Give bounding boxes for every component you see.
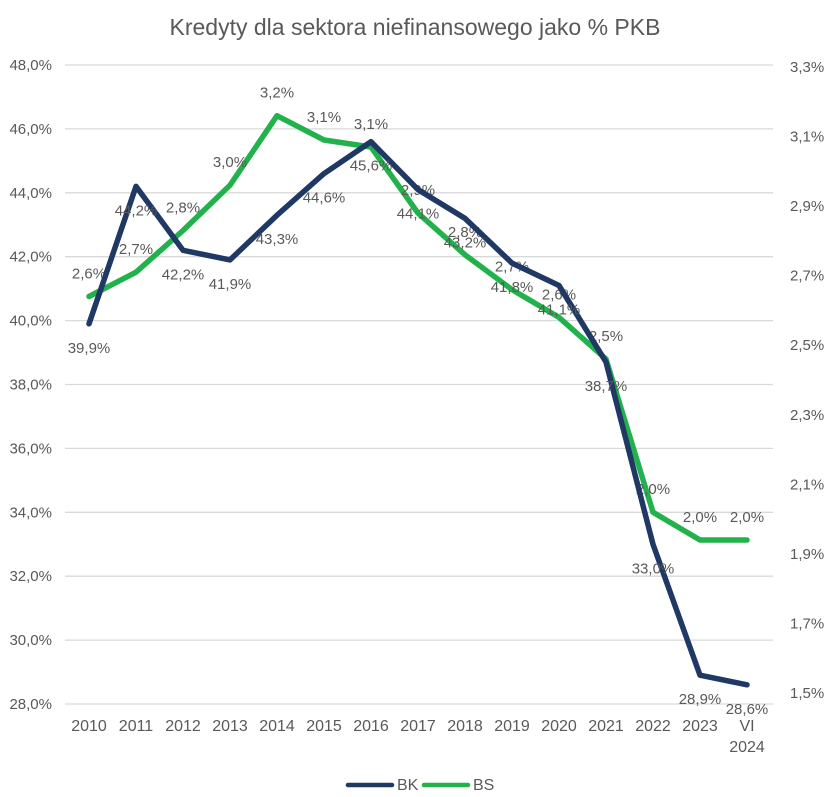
data-label-bk: 28,9% [679,691,722,708]
right-axis-tick-label: 2,5% [790,337,824,354]
data-label-bs: 2,6% [72,266,106,283]
left-axis-tick-label: 30,0% [9,632,52,649]
legend-item-bs: BS [421,777,494,794]
x-axis-tick-label: 2015 [306,718,342,735]
x-axis-tick-label: 2022 [635,718,671,735]
data-label-bs: 3,2% [260,85,294,102]
data-label-bk: 44,2% [115,202,158,219]
data-label-bs: 2,5% [589,328,623,345]
legend-bs-label: BS [473,777,494,794]
data-label-bs: 2,0% [730,509,764,526]
right-axis-tick-label: 1,9% [790,546,824,563]
y-axis-right: 3,3% 3,1% 2,9% 2,7% 2,5% 2,3% 2,1% 1,9% 1,7% 1,5% [790,59,824,702]
data-label-bs: 2,0% [683,509,717,526]
data-label-bk: 41,9% [209,276,252,293]
legend-bk-label: BK [397,777,419,794]
x-axis-tick-label: 2018 [447,718,483,735]
left-axis-tick-label: 42,0% [9,249,52,266]
x-axis-tick-label: 2019 [494,718,530,735]
chart-title: Kredyty dla sektora niefinansowego jako … [170,14,661,40]
data-label-bk: 41,1% [538,301,581,318]
data-label-bk: 28,6% [726,701,769,718]
data-label-bk: 42,2% [162,266,205,283]
data-label-bs: 2,7% [119,241,153,258]
x-axis-tick-label: 2020 [541,718,577,735]
x-axis-tick-label: 2010 [71,718,107,735]
data-label-bs: 3,1% [307,109,341,126]
y-axis-left: 48,0% 46,0% 44,0% 42,0% 40,0% 38,0% 36,0% 34,0%… [9,57,52,713]
left-axis-tick-label: 32,0% [9,568,52,585]
left-axis-tick-label: 36,0% [9,440,52,457]
x-axis-tick-label: 2013 [212,718,248,735]
x-axis-tick-label: 2011 [119,718,154,735]
right-axis-tick-label: 2,7% [790,268,824,285]
data-label-bk: 44,1% [397,206,440,223]
left-axis-tick-label: 40,0% [9,313,52,330]
data-label-bs: 3,0% [213,154,247,171]
left-axis-tick-label: 34,0% [9,504,52,521]
right-axis-tick-label: 2,1% [790,476,824,493]
x-axis: 2010 2011 2012 2013 2014 2015 2016 2017 2018 2019… [71,718,765,756]
x-axis-tick-label: 2023 [682,718,718,735]
legend-item-bk: BK [345,777,419,794]
data-label-bk: 43,2% [444,234,487,251]
right-axis-tick-label: 1,5% [790,685,824,702]
x-axis-tick-label: 2016 [353,718,389,735]
right-axis-tick-label: 1,7% [790,615,824,632]
right-axis-tick-label: 2,9% [790,198,824,215]
data-label-bk: 41,8% [491,279,534,296]
x-axis-tick-label: 2012 [165,718,201,735]
data-label-bs: 2,7% [495,259,529,276]
legend: BK BS [345,777,494,794]
right-axis-tick-label: 2,3% [790,407,824,424]
data-label-bs: 3,1% [354,116,388,133]
data-label-bk: 38,7% [585,378,628,395]
data-label-bk: 43,3% [256,231,299,248]
series-line-bk [86,138,750,688]
left-axis-tick-label: 38,0% [9,377,52,394]
data-label-bk: 33,0% [632,560,675,577]
plot-area: 2,6%2,7%2,8%3,0%3,2%3,1% 3,1%2,9%2,8%2,7%… [68,85,769,718]
right-axis-tick-label: 3,1% [790,129,824,146]
x-axis-tick-label: 2021 [588,718,624,735]
data-label-bk: 45,6% [350,158,393,175]
left-axis-tick-label: 48,0% [9,57,52,74]
x-axis-tick-label: 2014 [259,718,295,735]
x-axis-tick-label: 2017 [400,718,436,735]
left-axis-tick-label: 28,0% [9,696,52,713]
gridlines [65,64,773,705]
left-axis-tick-label: 46,0% [9,121,52,138]
data-label-bs: 2,8% [166,199,200,216]
series-line-bs [86,112,750,543]
left-axis-tick-label: 44,0% [9,185,52,202]
right-axis-tick-label: 3,3% [790,59,824,76]
data-label-bk: 44,6% [303,190,346,207]
x-axis-tick-label: VI 2024 [729,718,765,756]
data-label-bk: 39,9% [68,340,111,357]
data-label-bs: 2,0% [636,481,670,498]
